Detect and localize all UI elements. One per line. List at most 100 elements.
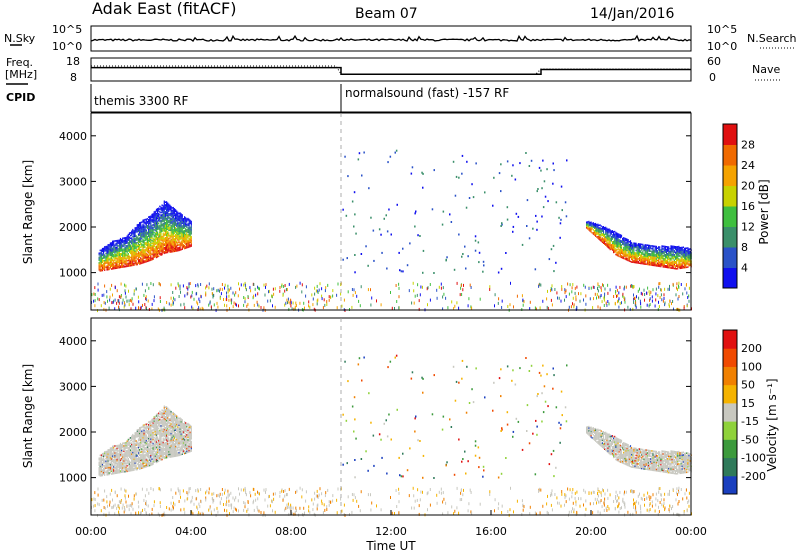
power-echo-cell	[650, 257, 652, 259]
power-echo-cell	[145, 226, 147, 229]
power-echo-cell	[152, 218, 154, 221]
power-echo-cell	[179, 243, 181, 246]
power-echo-cell	[136, 230, 138, 233]
velocity-echo-cell	[135, 436, 137, 438]
power-echo-cell	[161, 211, 163, 213]
velocity-echo-cell	[114, 445, 116, 447]
power-echo-cell	[593, 230, 596, 232]
power-echo-cell	[676, 265, 678, 267]
power-echo-cell	[107, 257, 109, 260]
power-echo-cell	[154, 250, 156, 252]
power-echo-cell	[155, 247, 158, 249]
power-echo-cell	[171, 220, 173, 223]
velocity-echo-cell	[110, 463, 113, 466]
velocity-echo-cell	[139, 461, 141, 463]
power-echo-cell	[157, 249, 159, 251]
power-echo-cell	[162, 244, 164, 247]
power-echo-cell	[178, 212, 180, 215]
velocity-echo-cell	[128, 466, 131, 468]
power-echo-cell	[124, 238, 126, 241]
power-echo-cell	[131, 263, 133, 265]
power-echo-cell	[142, 225, 144, 227]
velocity-echo-cell	[133, 465, 135, 467]
power-echo-cell	[177, 241, 179, 244]
power-clutter	[583, 283, 585, 287]
velocity-echo-cell	[104, 468, 106, 471]
power-echo-cell	[671, 255, 673, 257]
power-echo-cell	[178, 229, 180, 231]
power-echo-cell	[642, 257, 644, 259]
power-echo-cell	[159, 220, 161, 223]
velocity-echo-cell	[131, 460, 133, 462]
velocity-echo-cell	[118, 460, 120, 463]
power-echo-cell	[116, 250, 118, 253]
power-echo-cell	[671, 266, 673, 268]
power-echo-cell	[133, 246, 135, 249]
power-sparse-echo	[414, 225, 416, 228]
power-echo-cell	[671, 260, 673, 263]
power-echo-cell	[116, 260, 118, 262]
power-echo-cell	[597, 229, 599, 231]
power-clutter	[295, 304, 297, 307]
power-echo-cell	[158, 217, 160, 219]
power-clutter	[322, 306, 324, 310]
power-echo-cell	[107, 260, 109, 263]
velocity-echo-cell	[142, 436, 144, 439]
power-echo-cell	[132, 249, 134, 252]
power-echo-cell	[168, 217, 170, 219]
power-echo-cell	[105, 261, 107, 263]
power-echo-cell	[159, 242, 161, 245]
power-echo-cell	[168, 228, 170, 230]
power-echo-cell	[142, 251, 144, 253]
power-clutter	[114, 298, 116, 302]
power-echo-cell	[112, 250, 114, 252]
power-echo-cell	[157, 253, 159, 255]
velocity-echo-cell	[143, 451, 145, 454]
power-echo-cell	[175, 217, 177, 220]
power-echo-cell	[659, 261, 661, 263]
velocity-echo-cell	[114, 463, 116, 465]
power-echo-cell	[150, 256, 152, 259]
power-echo-cell	[158, 234, 160, 237]
velocity-echo-cell	[103, 454, 105, 456]
power-clutter	[600, 286, 602, 290]
power-clutter	[202, 307, 204, 311]
power-echo-cell	[151, 253, 153, 255]
power-echo-cell	[668, 251, 670, 254]
power-echo-cell	[651, 256, 653, 258]
velocity-echo-cell	[132, 451, 134, 454]
velocity-echo-cell	[132, 444, 134, 447]
power-echo-cell	[619, 234, 621, 236]
power-echo-cell	[167, 228, 169, 230]
power-echo-cell	[687, 254, 689, 256]
power-sparse-echo	[555, 201, 558, 204]
power-clutter	[521, 294, 523, 298]
power-echo-cell	[140, 254, 142, 257]
power-echo-cell	[148, 249, 150, 251]
power-echo-cell	[121, 266, 123, 268]
power-echo-cell	[142, 240, 144, 242]
power-echo-cell	[181, 244, 183, 246]
power-echo-cell	[649, 261, 651, 263]
power-clutter	[220, 292, 222, 296]
power-echo-cell	[159, 239, 161, 242]
power-echo-cell	[641, 262, 643, 265]
power-echo-cell	[168, 247, 170, 249]
power-echo-cell	[107, 259, 109, 261]
power-sparse-echo	[419, 235, 421, 237]
power-echo-cell	[167, 212, 169, 214]
power-echo-cell	[677, 267, 679, 270]
velocity-echo-cell	[141, 448, 143, 450]
power-echo-cell	[633, 250, 635, 253]
colorbar-tick-label: 16	[741, 200, 755, 213]
power-echo-cell	[106, 247, 108, 249]
power-echo-cell	[143, 252, 145, 254]
velocity-echo-cell	[113, 455, 115, 457]
power-echo-cell	[103, 257, 105, 259]
cpid-segment-1: themis 3300 RF	[94, 94, 188, 108]
power-clutter	[153, 299, 155, 303]
power-echo-cell	[179, 213, 181, 216]
power-echo-cell	[166, 250, 168, 253]
power-echo-cell	[640, 259, 642, 262]
power-echo-cell	[683, 253, 686, 255]
